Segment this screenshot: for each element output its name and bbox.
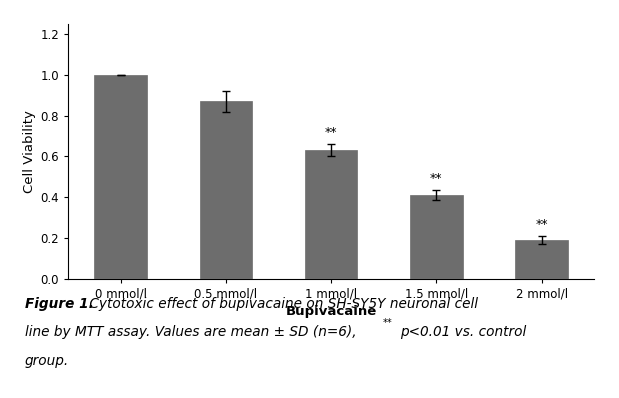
- Bar: [305, 150, 358, 279]
- Bar: [95, 75, 147, 279]
- Text: **: **: [430, 172, 443, 185]
- Text: **: **: [535, 218, 548, 231]
- Text: p<0.01 vs. control: p<0.01 vs. control: [400, 325, 526, 339]
- Text: Cytotoxic effect of bupivacaine on SH-SY5Y neuronal cell: Cytotoxic effect of bupivacaine on SH-SY…: [85, 297, 478, 310]
- Text: Figure 1.: Figure 1.: [25, 297, 93, 310]
- Text: group.: group.: [25, 354, 69, 368]
- Text: line by MTT assay. Values are mean ± SD (n=6),: line by MTT assay. Values are mean ± SD …: [25, 325, 361, 339]
- Text: **: **: [383, 318, 392, 328]
- Bar: [199, 101, 253, 279]
- Text: **: **: [325, 126, 337, 139]
- X-axis label: Bupivacaine: Bupivacaine: [285, 305, 377, 318]
- Bar: [515, 240, 568, 279]
- Bar: [410, 195, 463, 279]
- Y-axis label: Cell Viability: Cell Viability: [23, 110, 36, 193]
